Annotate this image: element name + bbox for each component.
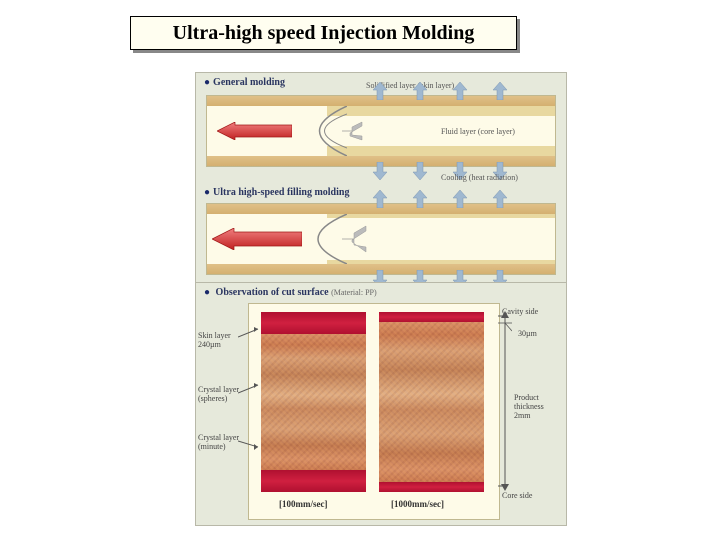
cooling-arrows-up2-icon (367, 190, 547, 208)
skin-thin-top (327, 214, 555, 218)
core-100 (261, 334, 366, 470)
skin-layer-bottom (327, 146, 555, 156)
flow-diagram-panel: General molding Solidified layer (skin l… (195, 72, 567, 284)
skin-top-100 (261, 312, 366, 334)
cooling-arrows-up-icon (367, 82, 547, 100)
anno-skin-layer: Skin layer 240µm (198, 331, 231, 349)
page-title: Ultra-high speed Injection Molding (130, 16, 517, 50)
micrograph-container: [100mm/sec] [1000mm/sec] (248, 303, 500, 520)
caption-1000: [1000mm/sec] (391, 499, 444, 509)
dimension-line-icon (498, 311, 512, 491)
anno-thickness: Product thickness 2mm (514, 393, 544, 420)
fountain-arrow-icon (342, 118, 372, 144)
flow-arrow-uhs-icon (212, 228, 302, 250)
skin-top-1000 (379, 312, 484, 322)
caption-100: [100mm/sec] (279, 499, 327, 509)
skin-bot-100 (261, 470, 366, 492)
flow-arrow-icon (217, 122, 292, 140)
flow-front-general (287, 106, 347, 156)
core-1000 (379, 322, 484, 482)
observation-label-text: Observation of cut surface (216, 287, 329, 298)
skin-bot-1000 (379, 482, 484, 492)
fountain-arrow-uhs-icon (342, 222, 372, 256)
uhs-molding-diagram (206, 203, 556, 275)
material-note: (Material: PP) (331, 288, 377, 297)
fluid-layer-label: Fluid layer (core layer) (441, 127, 515, 136)
left-pointer-lines-icon (238, 327, 260, 457)
observation-label: Observation of cut surface (Material: PP… (204, 287, 377, 298)
sample-1000mms (379, 312, 484, 492)
sample-100mms (261, 312, 366, 492)
uhs-molding-label: Ultra high-speed filling molding (204, 187, 349, 198)
general-molding-label: General molding (204, 77, 285, 88)
anno-crystal-minute: Crystal layer (minute) (198, 433, 239, 451)
page-title-text: Ultra-high speed Injection Molding (173, 22, 475, 45)
anno-skin-30: 30µm (518, 329, 537, 338)
cut-surface-panel: Observation of cut surface (Material: PP… (195, 282, 567, 526)
cooling-label: Cooling (heat radiation) (441, 173, 518, 182)
skin-thin-bottom (327, 260, 555, 264)
anno-crystal-spheres: Crystal layer (spheres) (198, 385, 239, 403)
skin-layer-top (327, 106, 555, 116)
anno-core-side: Core side (502, 491, 532, 500)
